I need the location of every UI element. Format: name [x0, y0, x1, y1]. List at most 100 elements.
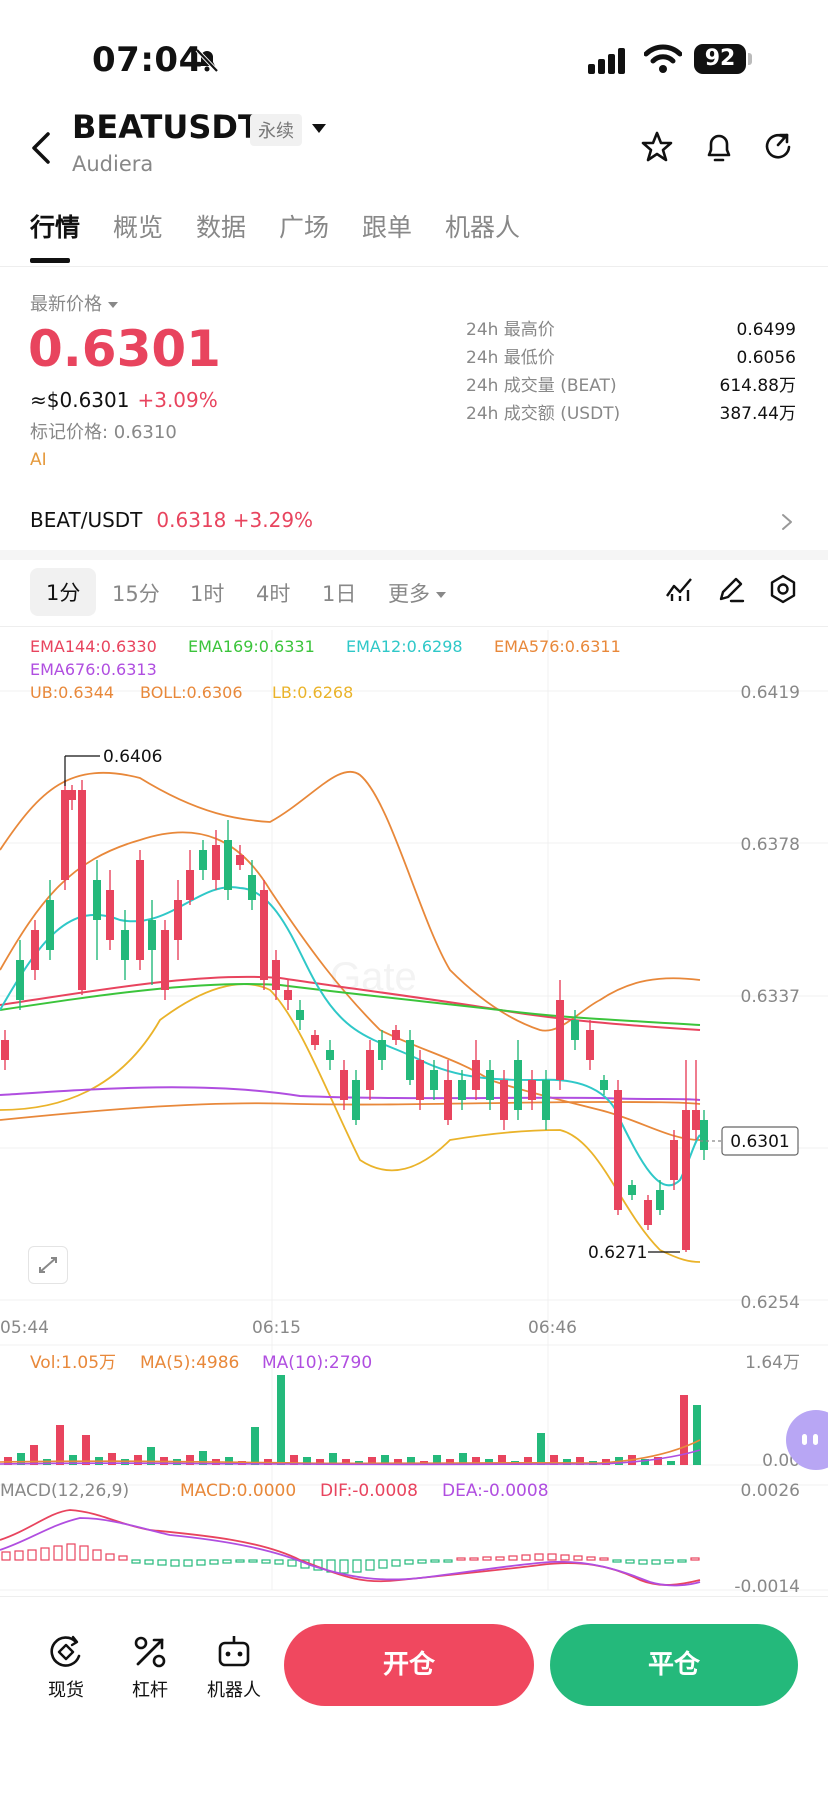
volume-bar: [693, 1405, 701, 1465]
indicator-icon[interactable]: [664, 574, 694, 604]
robot-label[interactable]: 机器人: [207, 1680, 261, 1701]
status-time: 07:04: [92, 40, 203, 80]
candle-body: [682, 1110, 690, 1250]
candle-body: [199, 850, 207, 870]
boll-upper-line: [0, 770, 701, 1032]
spot-pair-row[interactable]: BEAT/USDT 0.6318 +3.29%: [30, 508, 313, 532]
macd-bar: [222, 1559, 232, 1564]
candle-body: [272, 960, 280, 990]
interval-4h[interactable]: 4时: [256, 582, 291, 606]
spot-icon[interactable]: [46, 1632, 86, 1672]
interval-15m[interactable]: 15分: [112, 582, 160, 606]
robot-icon[interactable]: [214, 1632, 254, 1672]
macd-bar: [1, 1551, 11, 1561]
signal-icon: [588, 48, 625, 74]
candle-body: [486, 1070, 494, 1100]
assistant-bubble[interactable]: [786, 1410, 828, 1470]
candle-body: [106, 890, 114, 940]
macd-bar: [378, 1559, 388, 1569]
candle-body: [556, 1000, 564, 1080]
stat-label: 24h 最高价: [466, 320, 555, 340]
volume-bar: [342, 1459, 350, 1465]
spot-change: +3.29%: [232, 508, 314, 532]
tab-data[interactable]: 数据: [196, 213, 247, 242]
macd-bar: [79, 1545, 89, 1561]
x-tick: 06:46: [528, 1318, 577, 1338]
candle-body: [600, 1080, 608, 1090]
macd-bar: [196, 1559, 206, 1566]
legend-lb: LB:0.6268: [272, 683, 353, 702]
symbol-subname: Audiera: [72, 152, 154, 176]
volume-bar: [290, 1455, 298, 1465]
interval-1h[interactable]: 1时: [190, 582, 225, 606]
leverage-label[interactable]: 杠杆: [132, 1680, 168, 1701]
candle-body: [614, 1090, 622, 1210]
macd-bar: [235, 1559, 245, 1563]
spot-label[interactable]: 现货: [48, 1680, 84, 1701]
candlestick-chart[interactable]: Gate EMA144:0.6330 EMA169:0.6331 EMA12:0…: [0, 620, 828, 1600]
candle-body: [236, 855, 244, 865]
volume-bar: [303, 1457, 311, 1465]
legend-ema169: EMA169:0.6331: [188, 637, 315, 656]
macd-bar: [53, 1545, 63, 1561]
settings-icon[interactable]: [768, 574, 798, 604]
macd-bar: [92, 1549, 102, 1561]
macd-bar: [14, 1550, 24, 1561]
last-price: 0.6301: [28, 320, 221, 378]
macd-bar: [365, 1559, 375, 1571]
vol-ma10-line: [0, 1449, 701, 1466]
interval-more[interactable]: 更多: [388, 578, 446, 608]
interval-1m[interactable]: 1分: [30, 568, 97, 616]
symbol-title[interactable]: BEATUSDT: [72, 108, 260, 146]
volume-bar: [394, 1459, 402, 1465]
chevron-right-icon[interactable]: [780, 512, 794, 532]
star-icon[interactable]: [640, 130, 674, 164]
candle-body: [136, 860, 144, 960]
y-tick: 0.6337: [741, 987, 800, 1007]
back-arrow-icon[interactable]: [28, 128, 56, 168]
draw-pen-icon[interactable]: [716, 574, 746, 604]
vol-label: Vol:1.05万: [30, 1353, 116, 1373]
volume-bar: [56, 1425, 64, 1465]
candle-body: [61, 790, 69, 880]
active-tab-indicator: [30, 258, 70, 263]
share-icon[interactable]: [762, 130, 796, 164]
macd-bar: [183, 1559, 193, 1567]
close-position-button[interactable]: 平仓: [550, 1624, 798, 1706]
macd-bar: [443, 1559, 453, 1563]
volume-bar: [485, 1459, 493, 1465]
candle-body: [444, 1080, 452, 1120]
candle-body: [68, 790, 76, 800]
divider: [0, 1596, 828, 1597]
symbol-dropdown-icon[interactable]: [312, 124, 326, 133]
candle-body: [628, 1185, 636, 1195]
expand-chart-button[interactable]: [28, 1246, 68, 1284]
alert-bell-icon[interactable]: [702, 130, 736, 164]
interval-1d[interactable]: 1日: [322, 582, 357, 606]
macd-bar: [105, 1553, 115, 1561]
tab-overview[interactable]: 概览: [113, 213, 164, 242]
vol-ma5-line: [0, 1439, 701, 1465]
candle-body: [16, 960, 24, 1000]
leverage-icon[interactable]: [130, 1632, 170, 1672]
tab-square[interactable]: 广场: [279, 213, 330, 242]
candle-body: [186, 870, 194, 900]
macd-bar: [482, 1556, 492, 1561]
macd-bar: [521, 1554, 531, 1561]
macd-bar: [430, 1559, 440, 1563]
tab-bots[interactable]: 机器人: [445, 213, 521, 242]
ai-tag[interactable]: AI: [30, 450, 47, 470]
dif-line: [0, 1509, 701, 1586]
tab-copy-trading[interactable]: 跟单: [362, 213, 413, 242]
dea-line: [0, 1517, 701, 1587]
candle-body: [121, 930, 129, 960]
stat-label: 24h 成交量 (BEAT): [466, 376, 617, 396]
ema676-line: [0, 1086, 701, 1101]
candle-body: [542, 1080, 550, 1120]
boll-mid-line: [0, 831, 701, 1141]
open-position-button[interactable]: 开仓: [284, 1624, 534, 1706]
ema576-line: [0, 1101, 701, 1121]
tab-market[interactable]: 行情: [30, 213, 81, 242]
latest-price-label[interactable]: 最新价格: [30, 290, 118, 316]
y-tick: 0.6254: [741, 1293, 800, 1313]
